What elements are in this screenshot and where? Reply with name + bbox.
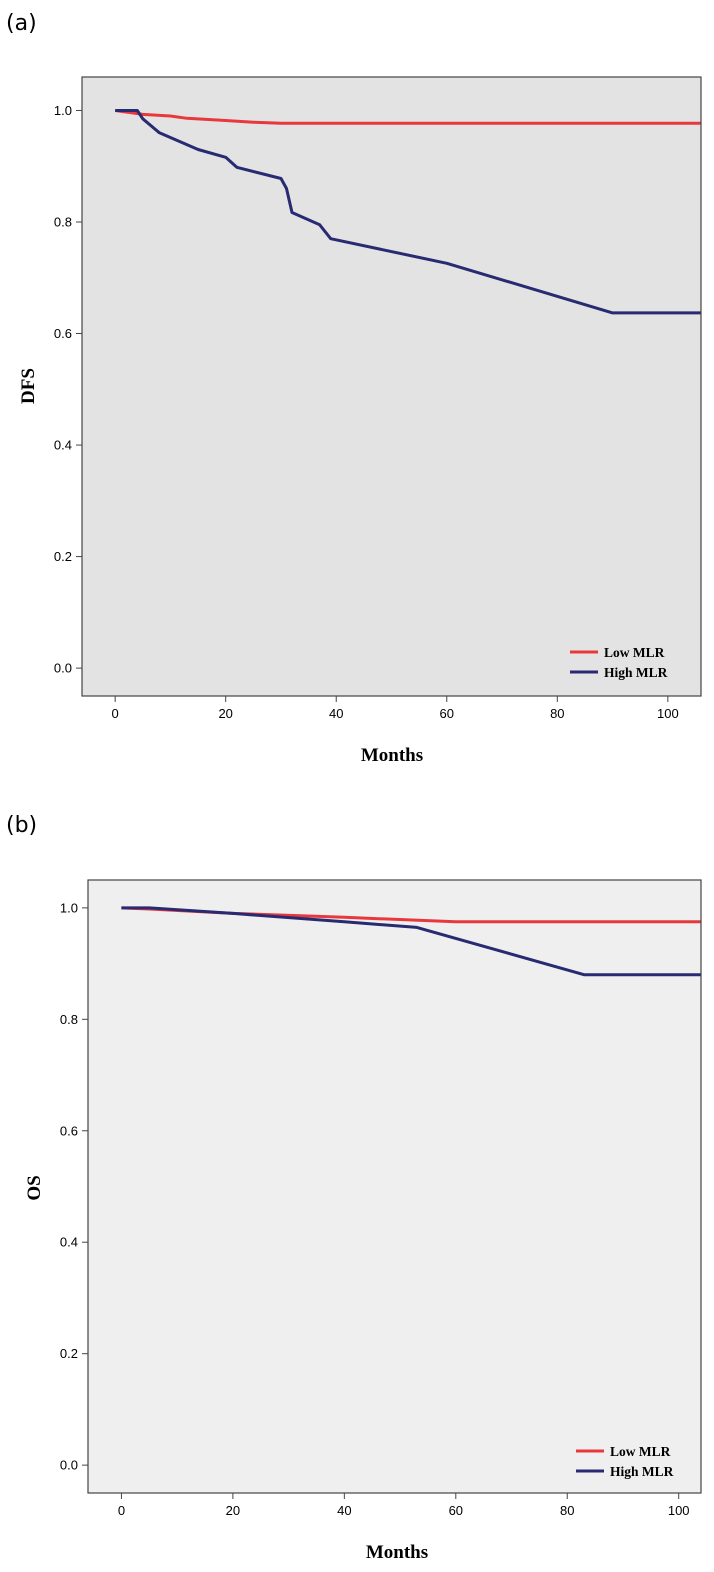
y-axis-ticks-a: 0.0 0.2 0.4 0.6 0.8 1.0 — [54, 103, 82, 676]
x-axis-title-a: Months — [361, 745, 423, 766]
y-tick-label: 0.2 — [60, 1346, 78, 1361]
series-line-low-mlr-a — [114, 109, 701, 125]
x-tick-label: 80 — [550, 706, 564, 721]
y-axis-title-b: OS — [24, 1175, 45, 1200]
plot-area-b — [88, 880, 701, 1493]
y-tick-label: 1.0 — [60, 900, 78, 915]
plot-frame-b — [87, 879, 702, 1494]
x-axis-ticks-b: 0 20 40 60 80 100 — [118, 1493, 690, 1518]
x-tick-label: 60 — [440, 706, 454, 721]
series-line-high-mlr-b — [121, 906, 701, 977]
x-axis-title-b: Months — [366, 1542, 428, 1563]
x-tick-label: 40 — [329, 706, 343, 721]
legend-label-low-mlr-a: Low MLR — [604, 645, 665, 660]
y-tick-label: 0.0 — [54, 661, 72, 676]
y-tick-label: 0.0 — [60, 1458, 78, 1473]
y-axis-ticks-b: 0.0 0.2 0.4 0.6 0.8 1.0 — [60, 900, 88, 1473]
y-tick-label: 0.8 — [60, 1012, 78, 1027]
chart-b: (b) 0.0 0.2 0.4 0.6 0.8 1.0 0 20 40 60 80 100 Mont… — [6, 813, 702, 1563]
legend-label-high-mlr-b: High MLR — [610, 1464, 674, 1479]
y-axis-title-a: DFS — [18, 368, 39, 404]
y-tick-label: 0.6 — [60, 1123, 78, 1138]
x-tick-label: 60 — [449, 1503, 463, 1518]
plot-frame-a — [81, 76, 702, 697]
plot-area-a — [82, 77, 701, 696]
legend-b: Low MLR High MLR — [576, 1444, 674, 1479]
x-tick-label: 20 — [226, 1503, 240, 1518]
series-group-b — [121, 906, 701, 977]
x-tick-label: 20 — [218, 706, 232, 721]
y-tick-label: 0.2 — [54, 549, 72, 564]
x-tick-label: 80 — [560, 1503, 574, 1518]
panel-label-a: (a) — [6, 11, 37, 36]
series-group-a — [114, 109, 701, 315]
chart-a: (a) 0.0 0.2 0.4 0.6 0.8 1.0 0 20 40 60 80 100 Mont… — [6, 11, 702, 766]
x-axis-ticks-a: 0 20 40 60 80 100 — [112, 696, 679, 721]
y-tick-label: 1.0 — [54, 103, 72, 118]
x-tick-label: 0 — [112, 706, 119, 721]
panel-label-b: (b) — [6, 813, 37, 838]
x-tick-label: 100 — [657, 706, 679, 721]
x-tick-label: 100 — [668, 1503, 690, 1518]
y-tick-label: 0.8 — [54, 214, 72, 229]
series-line-high-mlr-a — [115, 109, 701, 315]
y-tick-label: 0.4 — [60, 1235, 78, 1250]
x-tick-label: 0 — [118, 1503, 125, 1518]
legend-label-high-mlr-a: High MLR — [604, 665, 668, 680]
x-tick-label: 40 — [337, 1503, 351, 1518]
y-tick-label: 0.6 — [54, 326, 72, 341]
legend-label-low-mlr-b: Low MLR — [610, 1444, 671, 1459]
y-tick-label: 0.4 — [54, 438, 72, 453]
legend-a: Low MLR High MLR — [570, 645, 668, 680]
